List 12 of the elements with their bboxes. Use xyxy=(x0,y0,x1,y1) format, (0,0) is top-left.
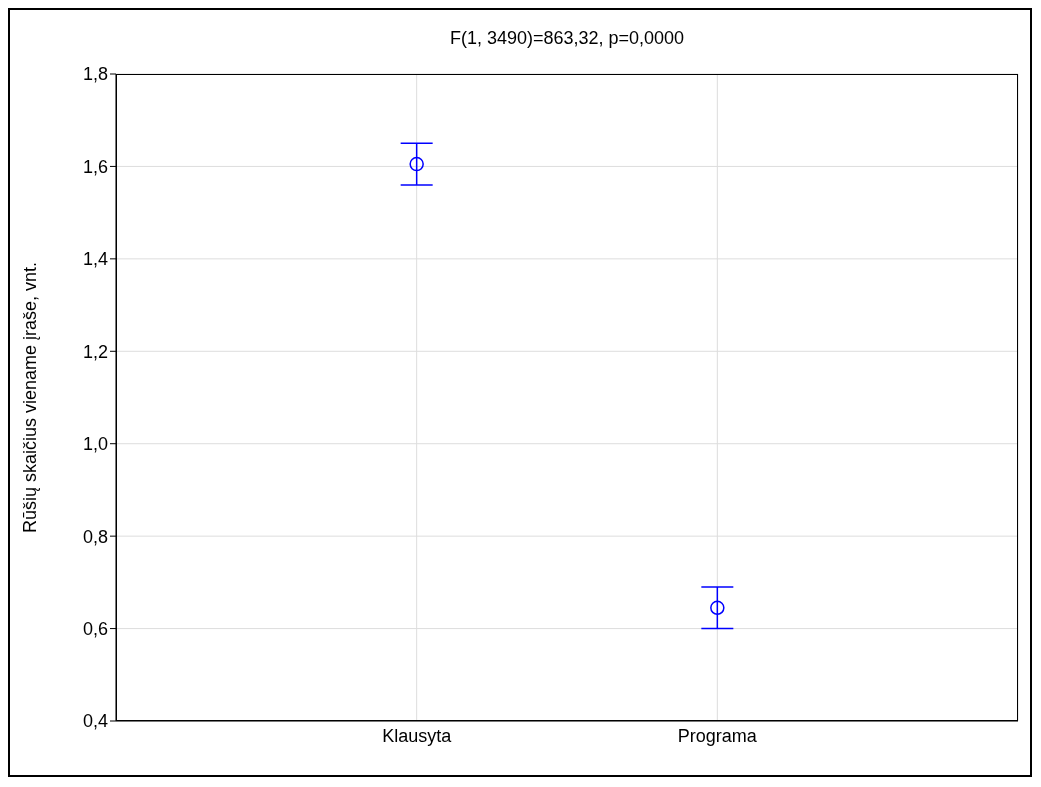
x-tick-label: Programa xyxy=(677,725,758,746)
y-tick-label: 1,6 xyxy=(82,156,108,177)
y-axis-title: Rūšių skaičius viename įraše, vnt. xyxy=(20,261,41,534)
y-tick-label: 0,4 xyxy=(82,711,108,732)
y-tick-label: 1,8 xyxy=(82,64,108,85)
y-tick-label: 1,2 xyxy=(82,341,108,362)
y-tick-label: 0,8 xyxy=(82,526,108,547)
y-tick-label: 0,6 xyxy=(82,618,108,639)
chart-title: F(1, 3490)=863,32, p=0,0000 xyxy=(448,28,686,49)
y-tick-label: 1,4 xyxy=(82,249,108,270)
x-tick-label: Klausyta xyxy=(382,725,453,746)
y-tick-label: 1,0 xyxy=(82,434,108,455)
